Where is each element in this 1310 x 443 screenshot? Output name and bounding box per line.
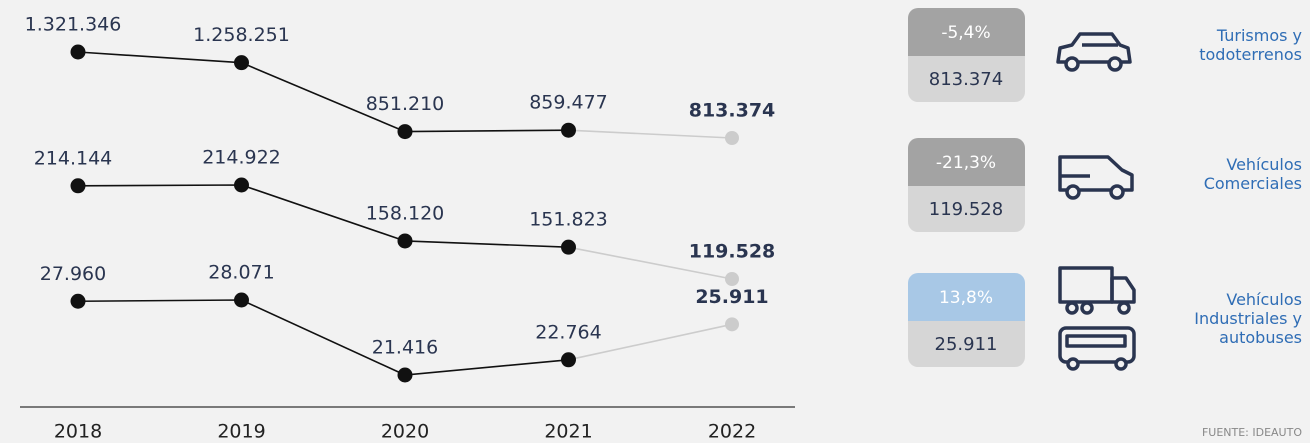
point: [725, 131, 739, 145]
point: [397, 124, 413, 140]
series-line: [77, 184, 569, 248]
value-label: 119.528: [689, 241, 776, 263]
point: [234, 177, 249, 193]
point: [397, 367, 413, 383]
value-label: 25.911: [695, 286, 768, 308]
value-label: 21.416: [372, 337, 438, 359]
point: [725, 272, 739, 286]
value-label: 158.120: [366, 202, 445, 224]
series-line: [77, 299, 569, 376]
card-value: 119.528: [929, 199, 1003, 220]
value-label: 151.823: [529, 209, 608, 231]
value-label: 1.321.346: [25, 14, 122, 36]
point: [70, 178, 86, 194]
x-tick-label: 2020: [381, 421, 429, 443]
point: [397, 233, 413, 249]
legend-label: Vehículos Comerciales: [1203, 155, 1302, 193]
series-line-last: [568, 129, 733, 139]
value-label: 851.210: [366, 93, 445, 115]
van-icon: [1058, 155, 1134, 200]
truck-icon: [1058, 266, 1136, 315]
value-label: 813.374: [689, 100, 776, 122]
bus-icon: [1058, 326, 1136, 371]
point: [725, 317, 739, 332]
series-line: [77, 51, 569, 133]
value-label: 859.477: [529, 92, 608, 114]
icons: [1056, 32, 1136, 371]
value-label: 1.258.251: [193, 24, 290, 46]
source: FUENTE: IDEAUTO: [1202, 426, 1302, 439]
series-line-last: [568, 246, 733, 280]
x-tick-label: 2022: [708, 421, 756, 443]
legend-label: Turismos y todoterrenos: [1199, 26, 1302, 64]
point: [561, 122, 576, 138]
change-label: -21,3%: [936, 153, 996, 173]
point: [70, 293, 86, 309]
point: [234, 292, 249, 308]
x-tick-label: 2021: [544, 421, 592, 443]
card-value: 25.911: [935, 334, 998, 355]
value-label: 28.071: [208, 262, 274, 284]
value-label: 214.144: [34, 147, 113, 169]
x-tick-label: 2018: [54, 421, 102, 443]
point: [561, 239, 576, 255]
card-top-fix: [908, 38, 1025, 56]
value-label: 22.764: [535, 321, 601, 343]
value-label: 214.922: [202, 147, 281, 169]
change-label: -5,4%: [941, 23, 990, 43]
change-label: 13,8%: [939, 288, 993, 308]
value-label: 27.960: [40, 263, 106, 285]
point: [561, 352, 576, 368]
car-icon: [1056, 32, 1132, 72]
card-value: 813.374: [929, 69, 1003, 90]
point: [70, 44, 86, 60]
legend-label: Vehículos Industriales y autobuses: [1194, 290, 1302, 347]
card-top-fix: [908, 168, 1025, 186]
point: [234, 55, 249, 71]
card-top-fix: [908, 303, 1025, 321]
x-tick-label: 2019: [217, 421, 265, 443]
series-line-last: [568, 323, 733, 361]
